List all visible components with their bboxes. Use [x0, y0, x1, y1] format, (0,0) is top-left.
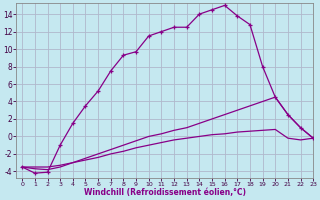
X-axis label: Windchill (Refroidissement éolien,°C): Windchill (Refroidissement éolien,°C)	[84, 188, 245, 197]
